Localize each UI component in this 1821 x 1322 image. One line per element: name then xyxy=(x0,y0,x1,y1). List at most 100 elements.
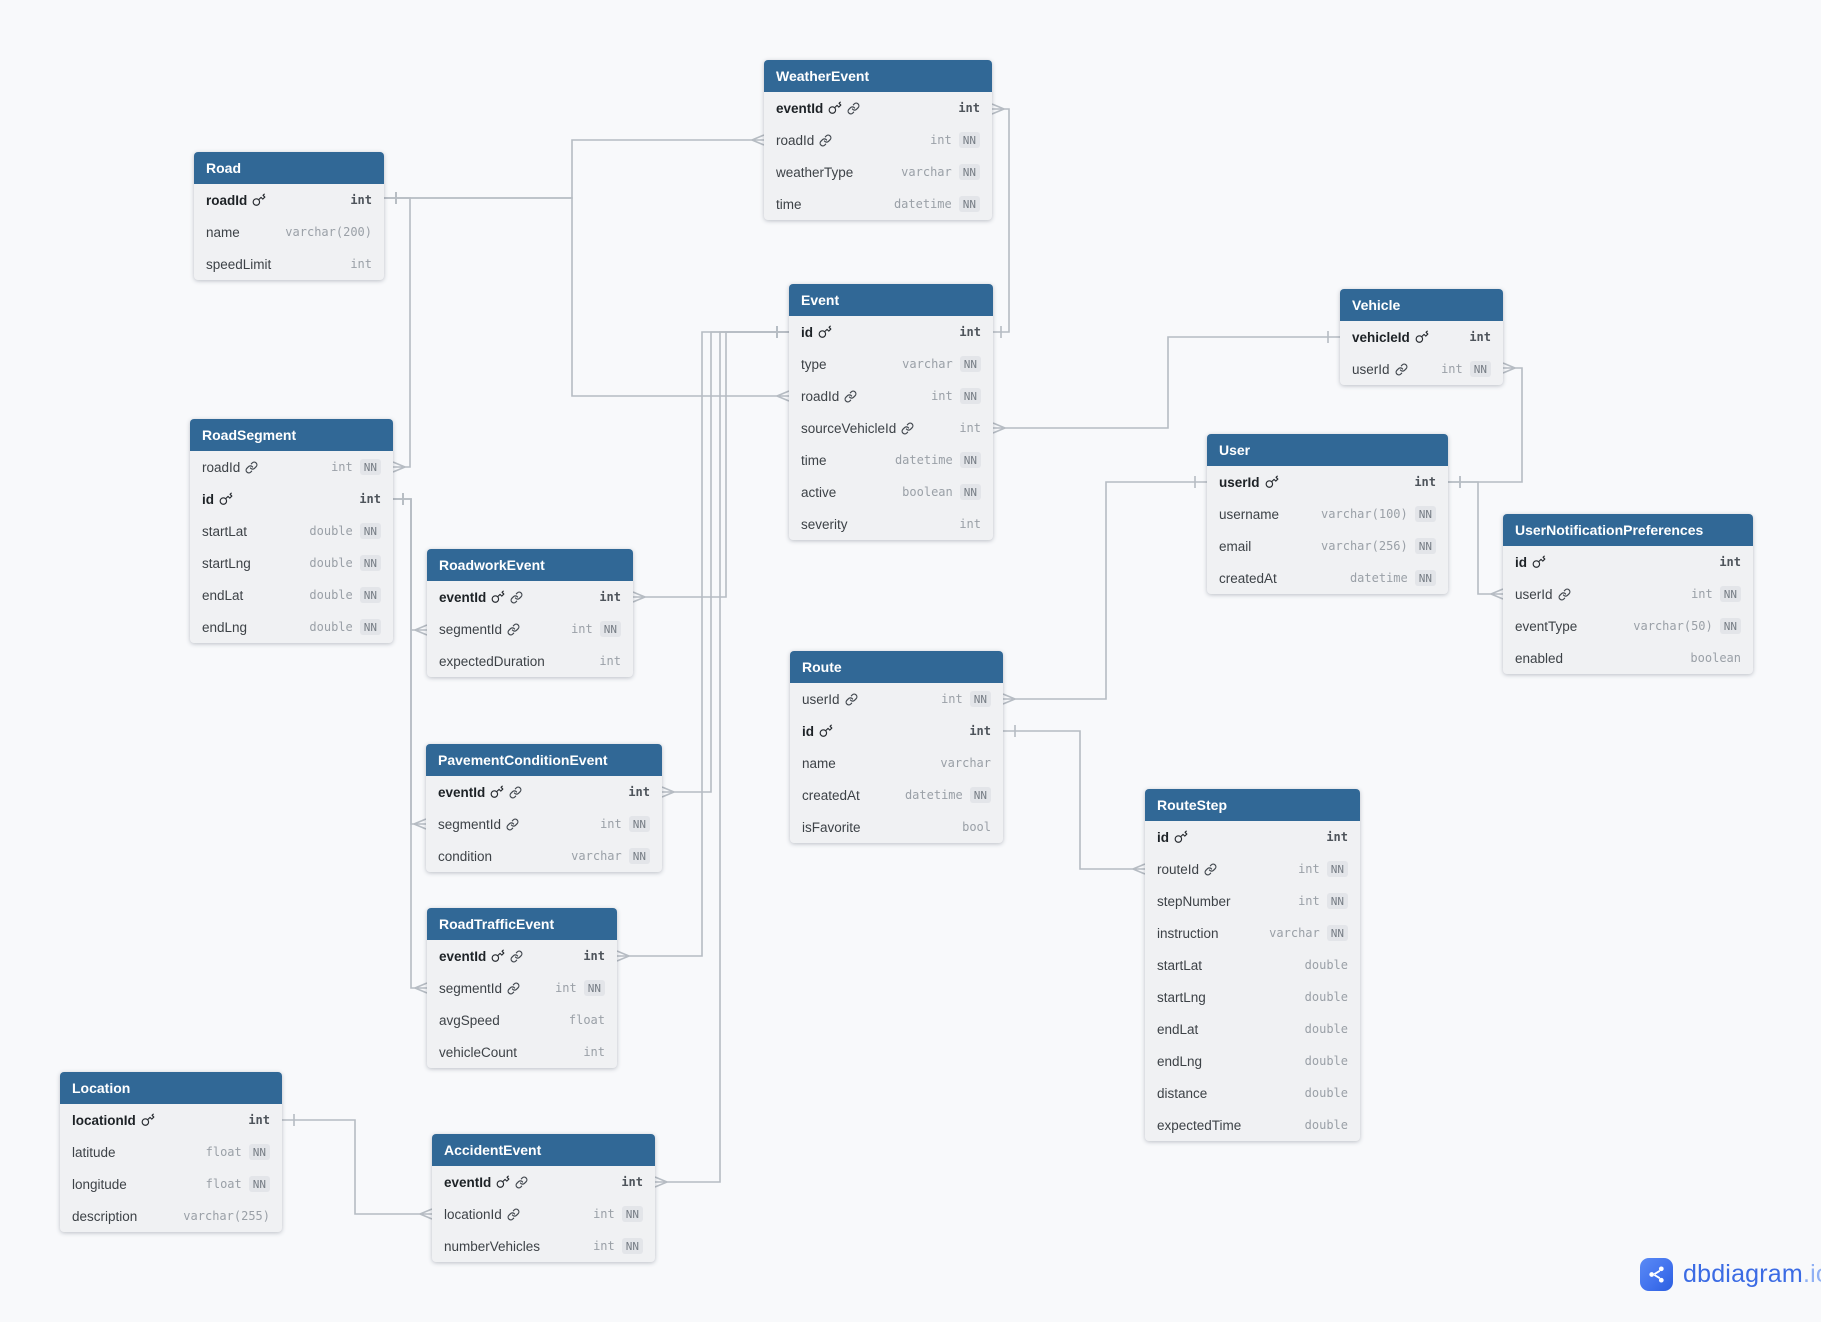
field-row-User-username[interactable]: username varchar(100) NN xyxy=(1207,498,1448,530)
field-row-RouteStep-instruction[interactable]: instruction varchar NN xyxy=(1145,917,1360,949)
field-row-UserNotificationPreferences-id[interactable]: id int xyxy=(1503,546,1753,578)
field-row-Location-locationId[interactable]: locationId int xyxy=(60,1104,282,1136)
relationship-Event.id-AccidentEvent.eventId[interactable] xyxy=(655,331,789,1183)
field-row-Event-time[interactable]: time datetime NN xyxy=(789,444,993,476)
table-RouteStep[interactable]: RouteStep id int routeId int NN stepNumber int N… xyxy=(1145,789,1360,1141)
field-row-PavementConditionEvent-segmentId[interactable]: segmentId int NN xyxy=(426,808,662,840)
field-row-RoadSegment-endLng[interactable]: endLng double NN xyxy=(190,611,393,643)
table-Location[interactable]: Location locationId int latitude float NN long… xyxy=(60,1072,282,1232)
table-header-Location[interactable]: Location xyxy=(60,1072,282,1104)
field-row-RouteStep-expectedTime[interactable]: expectedTime double xyxy=(1145,1109,1360,1141)
field-row-Vehicle-userId[interactable]: userId int NN xyxy=(1340,353,1503,385)
table-header-Road[interactable]: Road xyxy=(194,152,384,184)
field-row-AccidentEvent-numberVehicles[interactable]: numberVehicles int NN xyxy=(432,1230,655,1262)
field-row-Route-id[interactable]: id int xyxy=(790,715,1003,747)
field-row-RoadworkEvent-segmentId[interactable]: segmentId int NN xyxy=(427,613,633,645)
relationship-Road.roadId-Event.roadId[interactable] xyxy=(384,197,789,397)
table-RoadSegment[interactable]: RoadSegment roadId int NN id int startLat doubl… xyxy=(190,419,393,643)
field-row-UserNotificationPreferences-eventType[interactable]: eventType varchar(50) NN xyxy=(1503,610,1753,642)
field-row-RoadSegment-endLat[interactable]: endLat double NN xyxy=(190,579,393,611)
field-row-Route-isFavorite[interactable]: isFavorite bool xyxy=(790,811,1003,843)
table-header-Event[interactable]: Event xyxy=(789,284,993,316)
field-row-RoadSegment-startLng[interactable]: startLng double NN xyxy=(190,547,393,579)
field-row-RouteStep-routeId[interactable]: routeId int NN xyxy=(1145,853,1360,885)
relationship-RoadSegment.id-RoadworkEvent.segmentId[interactable] xyxy=(393,498,427,631)
relationship-Location.locationId-AccidentEvent.locationId[interactable] xyxy=(282,1119,432,1215)
field-row-Event-roadId[interactable]: roadId int NN xyxy=(789,380,993,412)
table-Route[interactable]: Route userId int NN id int name varchar createdA… xyxy=(790,651,1003,843)
field-row-RouteStep-id[interactable]: id int xyxy=(1145,821,1360,853)
table-header-Vehicle[interactable]: Vehicle xyxy=(1340,289,1503,321)
relationship-Road.roadId-WeatherEvent.roadId[interactable] xyxy=(384,139,764,199)
field-row-Route-name[interactable]: name varchar xyxy=(790,747,1003,779)
field-row-WeatherEvent-weatherType[interactable]: weatherType varchar NN xyxy=(764,156,992,188)
table-Road[interactable]: Road roadId int name varchar(200) speedLimit i… xyxy=(194,152,384,280)
field-row-Road-name[interactable]: name varchar(200) xyxy=(194,216,384,248)
table-Vehicle[interactable]: Vehicle vehicleId int userId int NN xyxy=(1340,289,1503,385)
field-row-RoadSegment-startLat[interactable]: startLat double NN xyxy=(190,515,393,547)
field-row-Vehicle-vehicleId[interactable]: vehicleId int xyxy=(1340,321,1503,353)
field-row-Route-userId[interactable]: userId int NN xyxy=(790,683,1003,715)
table-header-AccidentEvent[interactable]: AccidentEvent xyxy=(432,1134,655,1166)
field-row-RoadworkEvent-eventId[interactable]: eventId int xyxy=(427,581,633,613)
field-row-UserNotificationPreferences-userId[interactable]: userId int NN xyxy=(1503,578,1753,610)
field-row-PavementConditionEvent-condition[interactable]: condition varchar NN xyxy=(426,840,662,872)
field-row-WeatherEvent-eventId[interactable]: eventId int xyxy=(764,92,992,124)
field-row-Location-longitude[interactable]: longitude float NN xyxy=(60,1168,282,1200)
table-header-WeatherEvent[interactable]: WeatherEvent xyxy=(764,60,992,92)
table-header-RoadworkEvent[interactable]: RoadworkEvent xyxy=(427,549,633,581)
field-row-RoadTrafficEvent-avgSpeed[interactable]: avgSpeed float xyxy=(427,1004,617,1036)
field-row-Road-speedLimit[interactable]: speedLimit int xyxy=(194,248,384,280)
field-row-RouteStep-endLat[interactable]: endLat double xyxy=(1145,1013,1360,1045)
relationship-RoadSegment.id-PavementConditionEvent.segmentId[interactable] xyxy=(393,498,426,825)
field-row-WeatherEvent-time[interactable]: time datetime NN xyxy=(764,188,992,220)
dbdiagram-watermark[interactable]: dbdiagram.io xyxy=(1640,1258,1821,1291)
table-header-PavementConditionEvent[interactable]: PavementConditionEvent xyxy=(426,744,662,776)
field-row-Event-sourceVehicleId[interactable]: sourceVehicleId int xyxy=(789,412,993,444)
field-row-Location-description[interactable]: description varchar(255) xyxy=(60,1200,282,1232)
table-Event[interactable]: Event id int type varchar NN roadId int NN source… xyxy=(789,284,993,540)
relationship-User.userId-Route.userId[interactable] xyxy=(1003,481,1207,700)
field-row-User-email[interactable]: email varchar(256) NN xyxy=(1207,530,1448,562)
table-header-Route[interactable]: Route xyxy=(790,651,1003,683)
field-row-RouteStep-stepNumber[interactable]: stepNumber int NN xyxy=(1145,885,1360,917)
field-row-RouteStep-startLng[interactable]: startLng double xyxy=(1145,981,1360,1013)
field-row-AccidentEvent-eventId[interactable]: eventId int xyxy=(432,1166,655,1198)
field-row-PavementConditionEvent-eventId[interactable]: eventId int xyxy=(426,776,662,808)
field-row-RouteStep-startLat[interactable]: startLat double xyxy=(1145,949,1360,981)
field-row-Location-latitude[interactable]: latitude float NN xyxy=(60,1136,282,1168)
field-row-AccidentEvent-locationId[interactable]: locationId int NN xyxy=(432,1198,655,1230)
field-row-Event-id[interactable]: id int xyxy=(789,316,993,348)
field-row-UserNotificationPreferences-enabled[interactable]: enabled boolean xyxy=(1503,642,1753,674)
field-row-Route-createdAt[interactable]: createdAt datetime NN xyxy=(790,779,1003,811)
field-row-RoadSegment-roadId[interactable]: roadId int NN xyxy=(190,451,393,483)
field-row-WeatherEvent-roadId[interactable]: roadId int NN xyxy=(764,124,992,156)
relationship-Route.id-RouteStep.routeId[interactable] xyxy=(1003,730,1145,870)
field-row-RoadTrafficEvent-eventId[interactable]: eventId int xyxy=(427,940,617,972)
field-row-RoadSegment-id[interactable]: id int xyxy=(190,483,393,515)
relationship-RoadSegment.id-RoadTrafficEvent.segmentId[interactable] xyxy=(393,498,427,989)
table-RoadworkEvent[interactable]: RoadworkEvent eventId int segmentId int NN exp… xyxy=(427,549,633,677)
table-header-UserNotificationPreferences[interactable]: UserNotificationPreferences xyxy=(1503,514,1753,546)
table-PavementConditionEvent[interactable]: PavementConditionEvent eventId int segmentI… xyxy=(426,744,662,872)
field-row-RoadTrafficEvent-segmentId[interactable]: segmentId int NN xyxy=(427,972,617,1004)
field-row-RoadTrafficEvent-vehicleCount[interactable]: vehicleCount int xyxy=(427,1036,617,1068)
table-UserNotificationPreferences[interactable]: UserNotificationPreferences id int userId in… xyxy=(1503,514,1753,674)
relationship-User.userId-Vehicle.userId[interactable] xyxy=(1448,367,1523,483)
table-header-RoadTrafficEvent[interactable]: RoadTrafficEvent xyxy=(427,908,617,940)
field-row-Event-active[interactable]: active boolean NN xyxy=(789,476,993,508)
table-header-RoadSegment[interactable]: RoadSegment xyxy=(190,419,393,451)
field-row-Road-roadId[interactable]: roadId int xyxy=(194,184,384,216)
table-header-User[interactable]: User xyxy=(1207,434,1448,466)
field-row-RouteStep-distance[interactable]: distance double xyxy=(1145,1077,1360,1109)
field-row-RoadworkEvent-expectedDuration[interactable]: expectedDuration int xyxy=(427,645,633,677)
relationship-User.userId-UserNotificationPreferences.userId[interactable] xyxy=(1448,481,1503,595)
field-row-RouteStep-endLng[interactable]: endLng double xyxy=(1145,1045,1360,1077)
table-header-RouteStep[interactable]: RouteStep xyxy=(1145,789,1360,821)
relationship-Event.id-WeatherEvent.eventId[interactable] xyxy=(992,108,1010,333)
table-WeatherEvent[interactable]: WeatherEvent eventId int roadId int NN weather… xyxy=(764,60,992,220)
table-User[interactable]: User userId int username varchar(100) NN email… xyxy=(1207,434,1448,594)
relationship-Vehicle.vehicleId-Event.sourceVehicleId[interactable] xyxy=(993,336,1340,429)
table-AccidentEvent[interactable]: AccidentEvent eventId int locationId int NN nu… xyxy=(432,1134,655,1262)
